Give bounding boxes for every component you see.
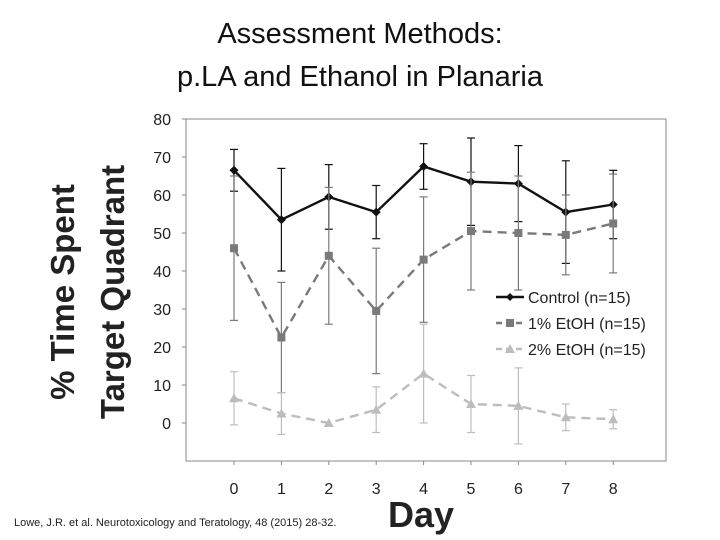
citation: Lowe, J.R. et al. Neurotoxicology and Te… <box>14 517 337 529</box>
data-point <box>419 162 429 171</box>
data-point <box>514 229 523 237</box>
legend-label: 2% EtOH (n=15) <box>528 342 646 359</box>
data-point <box>419 255 428 264</box>
data-point <box>561 230 570 239</box>
data-point <box>276 215 286 225</box>
data-point <box>276 408 287 418</box>
y-tick-label: 0 <box>162 416 171 433</box>
x-tick-label: 4 <box>419 481 428 498</box>
data-point <box>229 393 239 403</box>
data-point <box>418 368 429 378</box>
data-point <box>372 306 381 315</box>
plot-frame <box>185 118 667 462</box>
y-tick-label: 50 <box>153 226 171 243</box>
legend-marker <box>506 319 514 327</box>
legend-marker <box>505 344 515 353</box>
y-tick-label: 10 <box>153 378 171 395</box>
data-point <box>466 399 476 408</box>
y-tick-label: 80 <box>153 112 171 129</box>
x-tick-label: 8 <box>609 481 618 498</box>
data-point <box>229 165 239 175</box>
y-tick-label: 60 <box>153 188 171 205</box>
legend-marker <box>506 293 514 301</box>
data-point <box>371 207 381 217</box>
x-tick-label: 6 <box>514 481 523 498</box>
series-line-3 <box>233 372 614 425</box>
data-point <box>324 251 333 260</box>
data-point <box>467 227 475 236</box>
data-point <box>277 333 286 342</box>
y-tick-label: 20 <box>153 340 171 357</box>
x-tick-label: 1 <box>277 481 286 498</box>
data-point <box>560 412 571 422</box>
x-tick-label: 3 <box>372 481 381 498</box>
data-point <box>513 400 524 410</box>
chart-title-line-2: p.LA and Ethanol in Planaria <box>177 61 543 93</box>
x-tick-label: 7 <box>561 481 570 498</box>
chart-title-line-1: Assessment Methods: <box>217 18 503 50</box>
data-point <box>608 414 619 424</box>
y-tick-label: 40 <box>153 264 171 281</box>
x-tick-label: 5 <box>467 481 476 498</box>
y-tick-label: 70 <box>153 150 171 167</box>
data-point <box>371 404 382 414</box>
data-point <box>230 244 238 253</box>
legend-label: 1% EtOH (n=15) <box>528 316 646 333</box>
data-point <box>323 418 334 427</box>
y-tick-label: 30 <box>153 302 171 319</box>
legend-label: Control (n=15) <box>528 290 631 307</box>
x-tick-label: 2 <box>324 481 333 498</box>
data-point <box>609 219 618 228</box>
x-tick-label: 0 <box>230 481 239 498</box>
x-axis-label: Day <box>388 494 455 535</box>
